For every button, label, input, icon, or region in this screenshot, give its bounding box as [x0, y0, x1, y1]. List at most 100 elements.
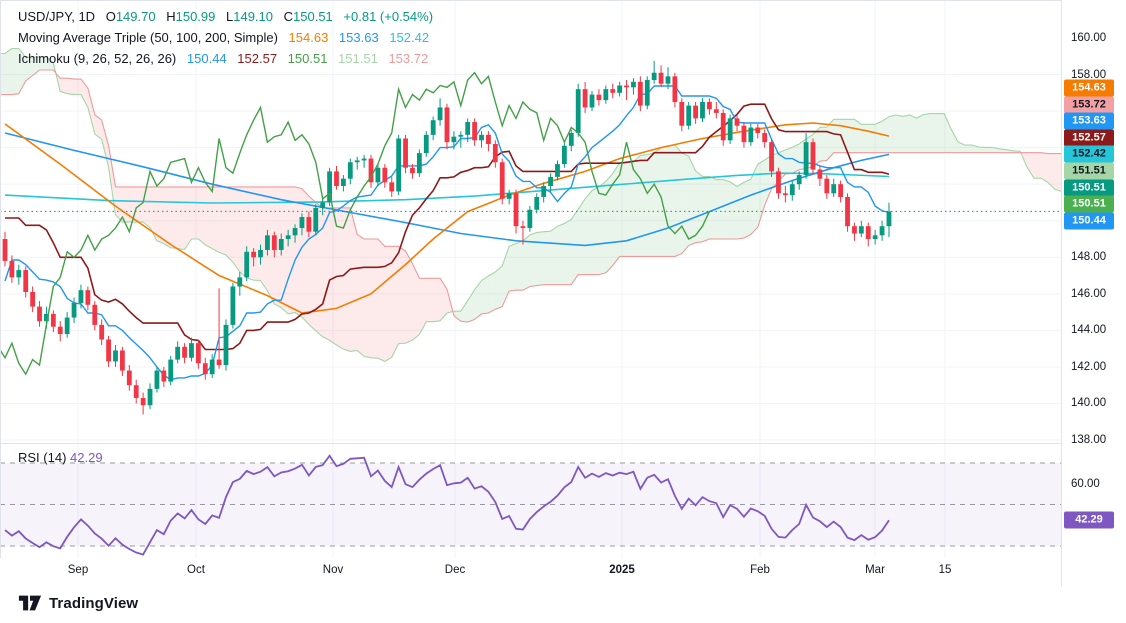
ichimoku-cloud	[329, 207, 337, 345]
ichimoku-cloud	[785, 147, 793, 175]
ma50-line	[4, 122, 890, 314]
tenkan-value: 150.44	[186, 51, 227, 66]
price-axis[interactable]: 160.00 158.00 148.00 146.00 144.00 142.00 140.…	[1061, 0, 1126, 586]
ichimoku-cloud	[481, 276, 489, 314]
candle-body	[838, 184, 844, 197]
ichimoku-cloud	[619, 162, 627, 257]
price-badge: 150.51	[1064, 195, 1114, 213]
ichimoku-cloud	[985, 147, 993, 153]
candle-body	[216, 359, 222, 366]
ichimoku-cloud	[702, 176, 710, 242]
ichimoku-cloud	[888, 114, 896, 153]
candle-body	[375, 167, 381, 183]
candle-body	[306, 217, 312, 232]
candle-body	[244, 251, 250, 278]
candle-body	[762, 133, 768, 143]
time-label: Mar	[865, 564, 885, 576]
time-axis[interactable]: Sep Oct Nov Dec 2025 Feb Mar 15	[0, 558, 1061, 586]
ichimoku-cloud	[1054, 153, 1061, 192]
ichimoku-cloud	[122, 186, 130, 223]
candle-body	[755, 127, 761, 134]
symbol-ohlc-legend[interactable]: USD/JPY, 1D O149.70 H150.99 L149.10 C150…	[18, 6, 433, 27]
candle-body	[126, 370, 132, 386]
ichimoku-cloud	[11, 48, 19, 95]
candle-body	[195, 343, 201, 364]
ichimoku-cloud	[516, 240, 523, 291]
candle-body	[506, 193, 512, 199]
candle-body	[230, 286, 236, 325]
change-value: +0.81 (+0.54%)	[343, 9, 434, 24]
candle-body	[458, 134, 464, 137]
ichimoku-cloud	[412, 263, 420, 340]
ichimoku-cloud	[371, 238, 378, 359]
candle-body	[637, 81, 643, 106]
ichimoku-cloud	[1047, 153, 1055, 190]
candle-body	[575, 89, 581, 134]
ichimoku-cloud	[488, 271, 496, 314]
ichimoku-cloud	[315, 202, 323, 337]
ichimoku-cloud	[571, 209, 579, 285]
ichimoku-cloud	[198, 186, 206, 245]
time-label: Sep	[67, 564, 89, 576]
ma-triple-legend[interactable]: Moving Average Triple (50, 100, 200, Sim…	[18, 27, 433, 48]
candle-body	[727, 118, 733, 141]
time-label: 2025	[609, 564, 635, 576]
ichimoku-cloud	[681, 153, 689, 254]
candle-body	[106, 339, 111, 362]
chikou-line	[0, 71, 711, 376]
chart-canvas[interactable]	[0, 0, 1061, 586]
ichimoku-cloud	[405, 250, 413, 344]
ichimoku-cloud	[743, 179, 751, 239]
candle-body	[265, 235, 270, 250]
candle-body	[140, 397, 146, 406]
candle-body	[37, 306, 42, 322]
candle-body	[334, 171, 339, 187]
ichimoku-cloud	[529, 232, 537, 287]
price-badge: 150.51	[1064, 179, 1114, 197]
candle-body	[92, 304, 98, 325]
ichimoku-cloud	[25, 57, 33, 81]
candle-body	[845, 196, 850, 227]
candle-body	[292, 228, 298, 236]
candle-body	[99, 324, 105, 340]
ichimoku-cloud	[377, 238, 385, 362]
candle-body	[796, 175, 802, 185]
ma100-value: 153.63	[338, 30, 379, 45]
time-label: Dec	[444, 564, 466, 576]
ichimoku-cloud	[861, 124, 869, 153]
candle-body	[631, 81, 636, 88]
candle-body	[271, 235, 277, 250]
price-badge: 152.42	[1064, 145, 1114, 163]
candle-body	[85, 290, 91, 305]
candle-body	[831, 184, 837, 194]
candle-body	[78, 290, 84, 303]
candle-body	[23, 270, 29, 292]
price-badge: 153.63	[1064, 112, 1114, 130]
candle-body	[416, 153, 422, 174]
candle-body	[589, 94, 595, 108]
ichimoku-cloud	[1027, 152, 1034, 179]
ichimoku-cloud	[350, 207, 358, 352]
pane-divider[interactable]	[0, 443, 1126, 444]
ichimoku-cloud	[909, 114, 917, 153]
price-tick: 160.00	[1071, 32, 1107, 44]
tradingview-logo[interactable]: TradingView	[18, 593, 138, 613]
ichimoku-cloud	[260, 186, 268, 291]
ichimoku-cloud	[101, 120, 109, 168]
price-badge: 154.63	[1064, 79, 1114, 97]
candle-body	[534, 196, 540, 210]
rsi-legend[interactable]: RSI (14) 42.29	[18, 450, 103, 465]
candle-body	[872, 235, 878, 239]
ichimoku-cloud	[826, 119, 834, 161]
ichimoku-legend[interactable]: Ichimoku (9, 26, 52, 26, 26) 150.44 152.…	[18, 48, 433, 69]
candle-body	[278, 238, 284, 250]
candle-body	[444, 107, 450, 143]
ichimoku-cloud	[219, 186, 226, 255]
candle-body	[734, 118, 740, 126]
ichimoku-cloud	[654, 147, 662, 257]
ichimoku-cloud	[916, 114, 924, 153]
rsi-tick: 60.00	[1071, 477, 1100, 490]
candle-body	[258, 249, 263, 258]
candle-body	[340, 178, 346, 187]
